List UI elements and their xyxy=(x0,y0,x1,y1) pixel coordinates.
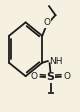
Text: S: S xyxy=(47,72,55,82)
Text: O: O xyxy=(63,72,70,81)
Text: NH: NH xyxy=(49,57,62,66)
Text: O: O xyxy=(31,72,38,81)
Text: O: O xyxy=(44,18,51,27)
